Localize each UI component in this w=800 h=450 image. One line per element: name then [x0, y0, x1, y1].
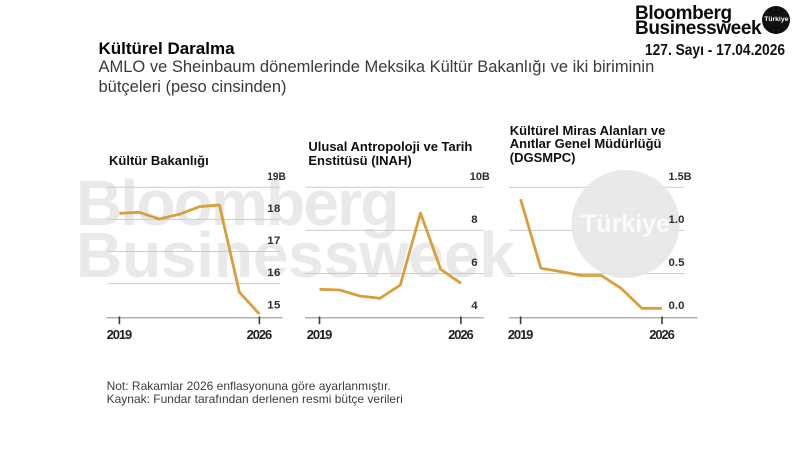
svg-text:1.0: 1.0 [669, 214, 685, 226]
svg-text:0.5: 0.5 [669, 257, 686, 269]
svg-text:1.5B: 1.5B [669, 171, 692, 183]
svg-text:19B: 19B [267, 171, 286, 183]
svg-text:6: 6 [471, 257, 477, 269]
svg-text:4: 4 [471, 300, 478, 312]
svg-text:2026: 2026 [448, 327, 474, 342]
svg-text:2026: 2026 [247, 327, 273, 342]
svg-text:Türkiye: Türkiye [581, 210, 670, 238]
svg-text:8: 8 [471, 214, 477, 226]
svg-text:16: 16 [267, 267, 280, 279]
svg-text:2019: 2019 [508, 327, 534, 342]
svg-text:2019: 2019 [107, 327, 133, 342]
svg-text:15: 15 [267, 299, 281, 311]
svg-text:0.0: 0.0 [669, 300, 685, 312]
svg-text:18: 18 [267, 203, 280, 215]
svg-text:10B: 10B [470, 171, 490, 183]
svg-text:2026: 2026 [649, 327, 675, 342]
svg-text:17: 17 [267, 235, 280, 247]
svg-text:2019: 2019 [307, 327, 333, 342]
